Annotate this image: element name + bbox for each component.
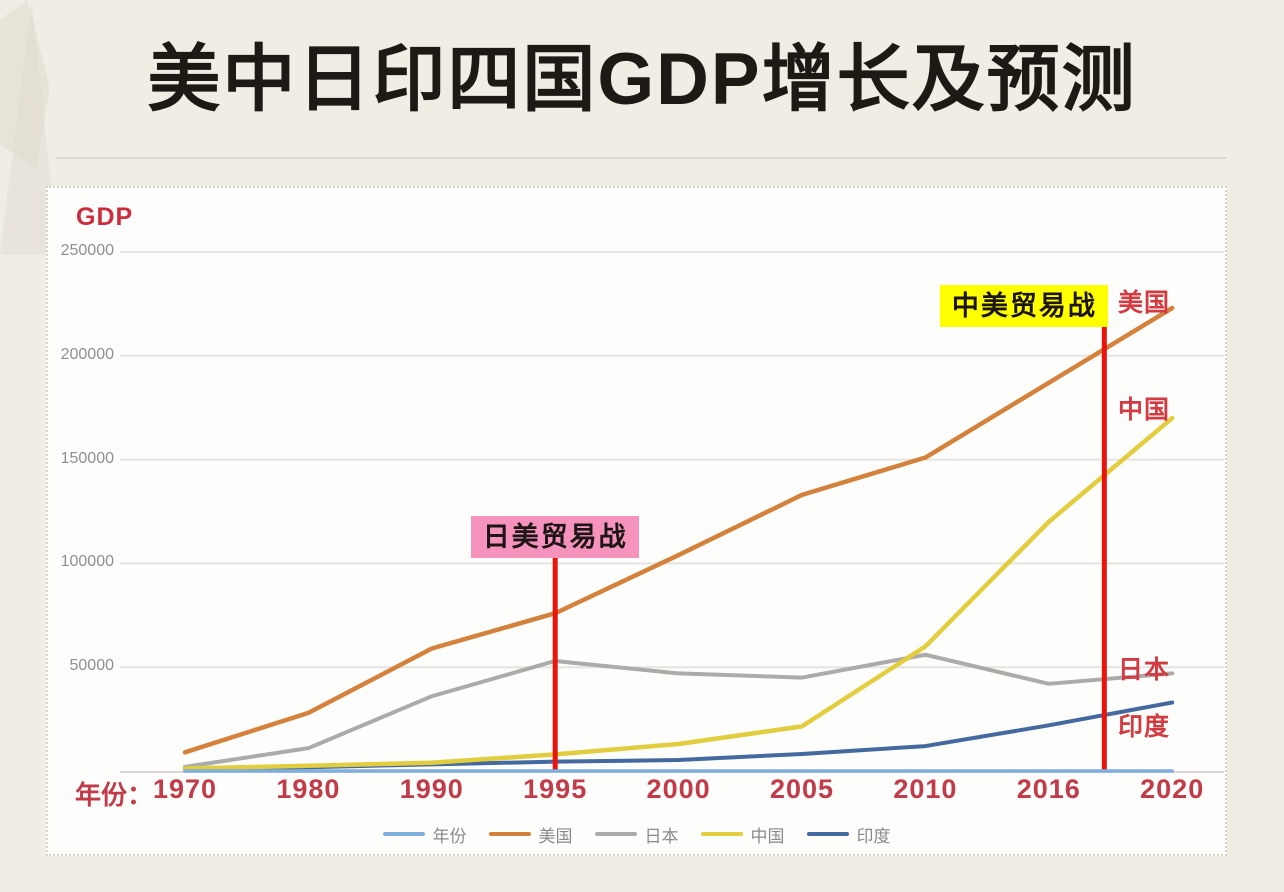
annotation-box: 日美贸易战 [471, 516, 640, 558]
y-axis-title: GDP [76, 203, 134, 231]
page-title: 美中日印四国GDP增长及预测 [147, 39, 1137, 120]
legend-label: 印度 [856, 826, 891, 846]
x-tick-label: 1990 [399, 774, 464, 804]
legend-swatch-usa [488, 832, 531, 836]
legend-item: 美国 [488, 822, 573, 847]
legend-item: 日本 [594, 822, 679, 847]
title-divider [56, 157, 1226, 159]
series-end-label: 日本 [1118, 656, 1171, 685]
x-tick-label: 2020 [1140, 774, 1205, 804]
legend-item: 年份 [382, 822, 467, 847]
legend-label: 美国 [538, 826, 573, 846]
legend-label: 中国 [750, 826, 785, 846]
x-tick-label: 1980 [276, 774, 341, 804]
legend-label: 年份 [432, 826, 467, 846]
legend: 年份 美国 日本 中国 印度 [46, 820, 1227, 848]
y-tick-label: 250000 [60, 242, 114, 259]
legend-swatch-japan [594, 832, 637, 836]
x-tick-label: 2005 [769, 774, 835, 804]
y-tick-label: 100000 [60, 553, 114, 571]
legend-swatch-china [700, 832, 743, 836]
legend-swatch-india [806, 832, 849, 836]
legend-item: 中国 [700, 822, 785, 847]
x-tick-label: 2016 [1016, 774, 1081, 804]
series-end-label: 美国 [1118, 289, 1171, 318]
legend-label: 日本 [644, 826, 679, 846]
series-end-label: 印度 [1118, 713, 1171, 742]
x-tick-label: 2000 [646, 774, 711, 804]
x-tick-label: 2010 [893, 774, 958, 804]
legend-item: 印度 [806, 822, 891, 847]
y-tick-label: 200000 [60, 345, 114, 363]
y-tick-label: 50000 [69, 657, 115, 675]
x-axis-prefix-label: 年份： [75, 780, 154, 810]
x-tick-label: 1970 [152, 774, 218, 804]
series-end-label: 中国 [1118, 396, 1171, 425]
legend-swatch-year [382, 832, 425, 836]
x-tick-label: 1995 [523, 774, 588, 804]
y-tick-label: 150000 [60, 449, 114, 467]
annotation-box: 中美贸易战 [940, 284, 1109, 327]
